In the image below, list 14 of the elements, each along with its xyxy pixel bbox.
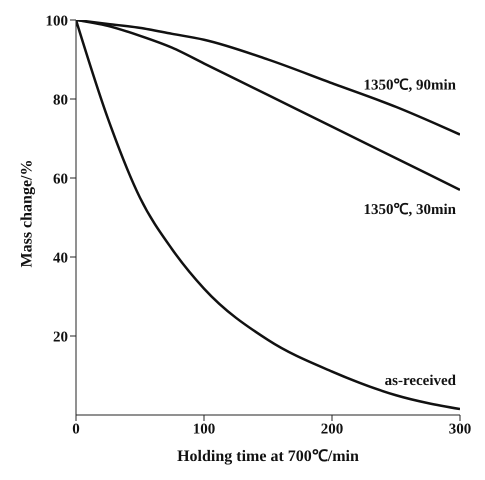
x-axis-title: Holding time at 700℃/min [177,448,359,465]
x-tick-label: 200 [320,422,344,438]
series-label: 1350℃, 90min [363,78,457,94]
y-tick-label: 40 [53,250,68,266]
x-tick-label: 0 [72,422,80,438]
y-axis-title: Mass change/% [18,160,36,268]
series-label: 1350℃, 30min [363,202,457,218]
x-tick-label: 300 [448,422,472,438]
y-tick-label: 80 [53,92,68,108]
x-tick-label: 100 [192,422,216,438]
series-label: as-received [384,373,457,390]
y-tick-label: 100 [46,13,68,30]
y-tick-label: 20 [53,329,68,346]
y-tick-label: 60 [53,171,68,188]
